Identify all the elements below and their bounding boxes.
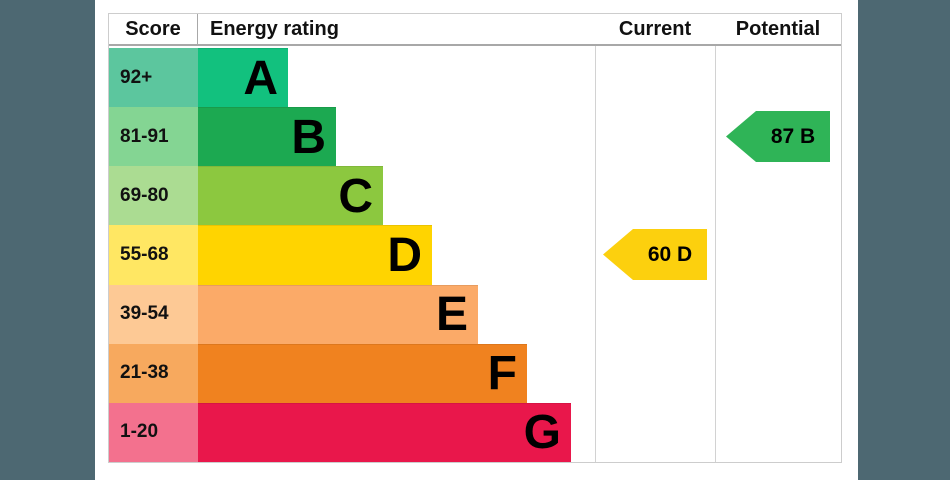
band-row-g: 1-20 G xyxy=(109,402,841,462)
band-row-a: 92+ A xyxy=(109,48,841,108)
band-row-d: 55-68 D xyxy=(109,225,841,285)
potential-rating-arrow: 87 B xyxy=(726,111,830,163)
score-column-header: Score xyxy=(109,14,198,44)
potential-column-divider xyxy=(715,46,716,462)
current-column-header: Current xyxy=(618,18,692,40)
score-cell: 21-38 xyxy=(109,343,198,403)
band-bar: A xyxy=(198,48,288,108)
score-cell: 39-54 xyxy=(109,284,198,344)
band-bar: E xyxy=(198,284,478,344)
score-cell: 1-20 xyxy=(109,402,198,462)
table-header: Score Energy rating Current Potential xyxy=(109,14,841,46)
current-arrow-label: 60 D xyxy=(647,242,693,266)
band-row-f: 21-38 F xyxy=(109,343,841,403)
score-cell: 69-80 xyxy=(109,166,198,226)
energy-rating-column-header: Energy rating xyxy=(210,18,339,40)
score-cell: 92+ xyxy=(109,48,198,108)
potential-column-header: Potential xyxy=(735,18,821,40)
rating-table: Score Energy rating Current Potential 92… xyxy=(108,13,842,463)
band-bar: D xyxy=(198,225,432,285)
current-column-divider xyxy=(595,46,596,462)
band-row-e: 39-54 E xyxy=(109,284,841,344)
right-page-background xyxy=(858,0,950,480)
band-row-b: 81-91 B xyxy=(109,107,841,167)
band-bar: F xyxy=(198,343,527,403)
score-cell: 81-91 xyxy=(109,107,198,167)
current-rating-arrow: 60 D xyxy=(603,229,707,281)
potential-arrow-label: 87 B xyxy=(770,124,816,148)
score-cell: 55-68 xyxy=(109,225,198,285)
left-page-background xyxy=(0,0,95,480)
rating-bands: 92+ A 81-91 B 69-80 C 55-68 D 39-54 E 21-38 F 1-20 G xyxy=(109,48,841,462)
band-bar: B xyxy=(198,107,336,167)
band-row-c: 69-80 C xyxy=(109,166,841,226)
band-bar: G xyxy=(198,402,571,462)
band-bar: C xyxy=(198,166,383,226)
arrow-shape xyxy=(726,111,830,163)
arrow-shape xyxy=(603,229,707,281)
